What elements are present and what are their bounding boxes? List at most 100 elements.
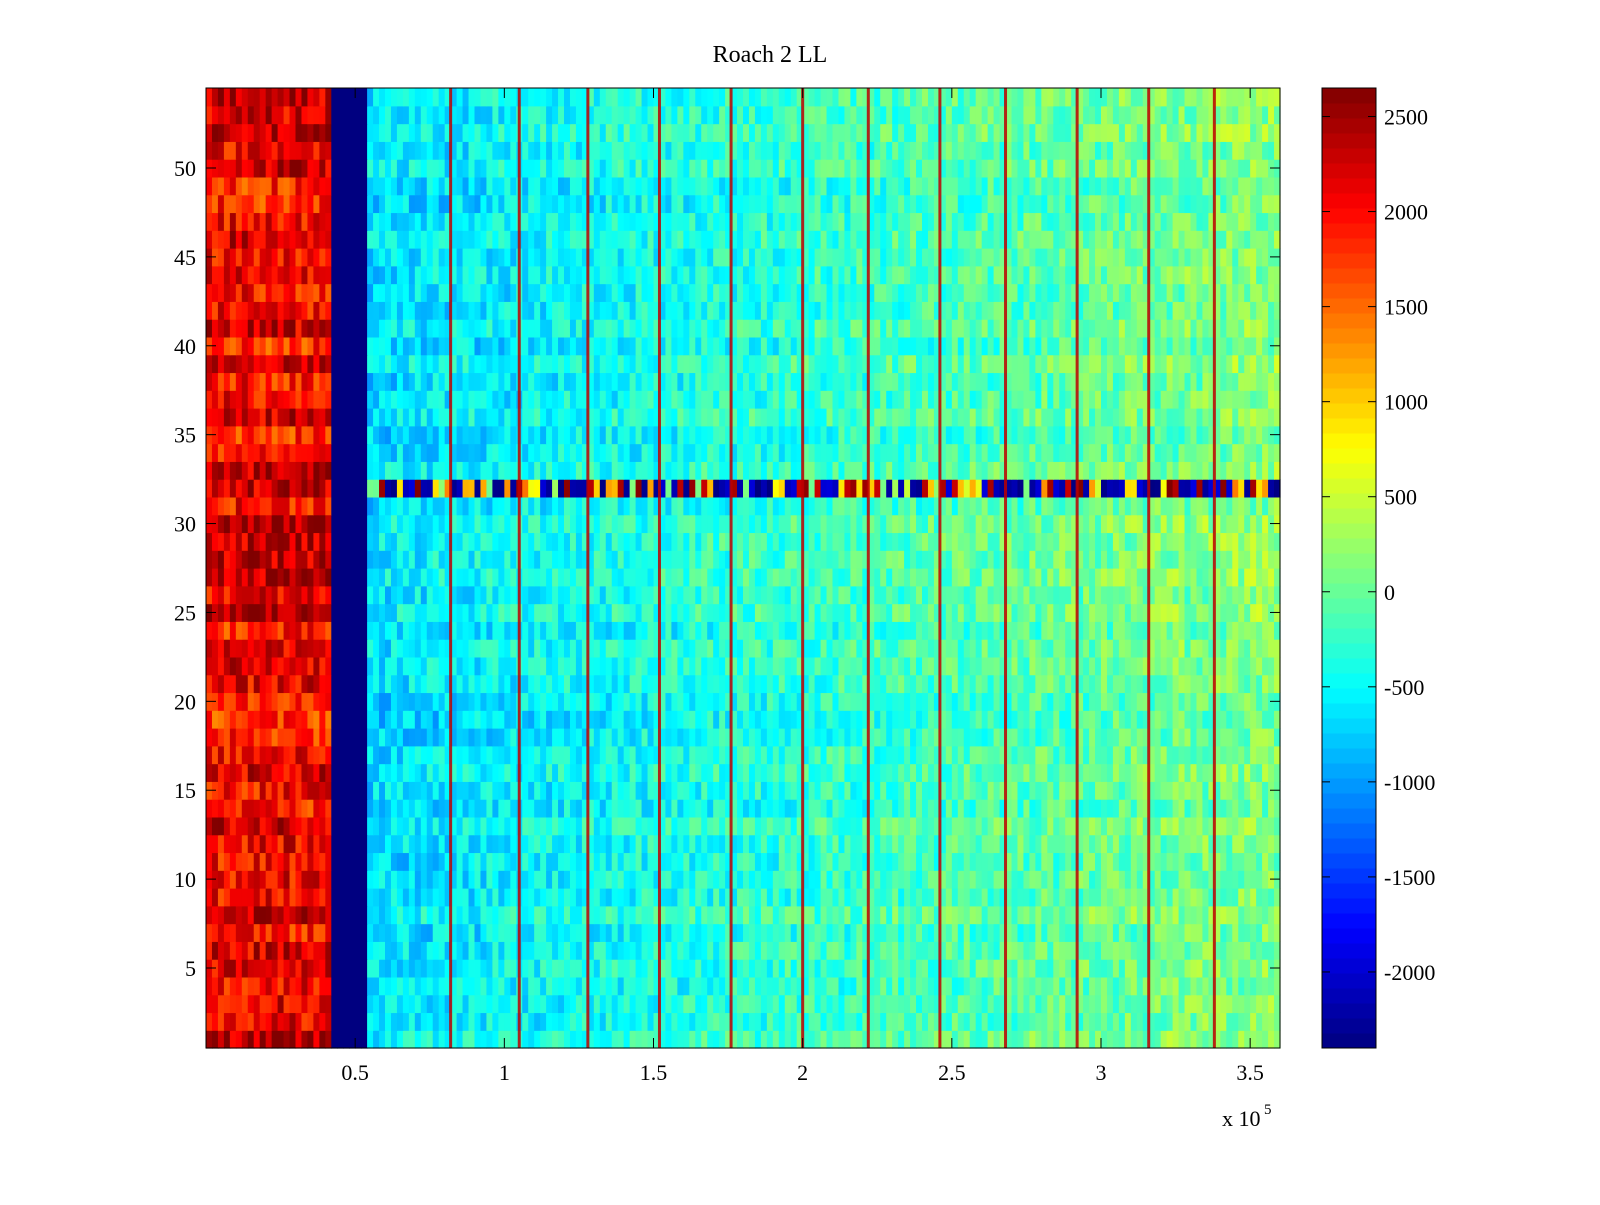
heatmap-cell <box>737 905 744 925</box>
heatmap-cell <box>945 656 953 676</box>
heatmap-cell <box>253 550 261 569</box>
heatmap-cell <box>927 656 935 676</box>
heatmap-cell <box>325 763 332 782</box>
heatmap-cell <box>981 834 989 854</box>
heatmap-cell <box>1184 639 1192 658</box>
heatmap-cell <box>707 905 714 925</box>
heatmap-cell <box>939 799 947 818</box>
heatmap-cell <box>1166 834 1174 854</box>
heatmap-cell <box>301 834 309 854</box>
heatmap-cell <box>981 710 989 729</box>
heatmap-cell <box>1124 639 1132 658</box>
heatmap-cell <box>414 781 422 800</box>
heatmap-cell <box>599 674 607 694</box>
heatmap-cell <box>426 710 434 729</box>
heatmap-cell <box>987 710 995 729</box>
heatmap-cell <box>629 888 637 907</box>
heatmap-cell <box>498 656 505 676</box>
heatmap-cell <box>945 621 953 640</box>
heatmap-cell <box>462 816 470 836</box>
heatmap-cell <box>605 745 613 765</box>
heatmap-cell <box>1077 816 1084 836</box>
heatmap-cell <box>1047 710 1054 729</box>
heatmap-cell <box>1190 870 1198 889</box>
heatmap-cell <box>1071 692 1078 711</box>
heatmap-cell <box>253 1030 261 1049</box>
heatmap-cell <box>1262 745 1269 765</box>
heatmap-cell <box>743 692 750 711</box>
heatmap-cell <box>904 674 911 694</box>
heatmap-cell <box>701 656 708 676</box>
heatmap-cell <box>868 585 875 605</box>
heatmap-cell <box>1017 763 1025 782</box>
heatmap-cell <box>1083 923 1090 942</box>
heatmap-cell <box>1220 745 1227 765</box>
heatmap-cell <box>593 585 601 605</box>
heatmap-cell <box>647 710 655 729</box>
heatmap-cell <box>1238 994 1245 1014</box>
heatmap-cell <box>1250 692 1257 711</box>
heatmap-cell <box>1238 852 1245 871</box>
heatmap-cell <box>390 816 398 836</box>
heatmap-cell <box>564 888 571 907</box>
heatmap-cell <box>933 674 941 694</box>
heatmap-cell <box>683 745 690 765</box>
heatmap-cell <box>331 941 338 960</box>
heatmap-cell <box>671 941 678 960</box>
heatmap-cell <box>939 639 947 658</box>
heatmap-cell <box>999 656 1007 676</box>
heatmap-cell <box>253 994 261 1014</box>
heatmap-cell <box>1262 763 1269 782</box>
heatmap-cell <box>790 941 798 960</box>
heatmap-cell <box>492 852 499 871</box>
heatmap-cell <box>1178 603 1186 622</box>
heatmap-cell <box>689 710 696 729</box>
heatmap-cell <box>414 870 422 889</box>
heatmap-cell <box>778 550 786 569</box>
heatmap-cell <box>1101 941 1108 960</box>
heatmap-cell <box>766 799 774 818</box>
heatmap-cell <box>916 888 923 907</box>
heatmap-cell <box>408 621 416 640</box>
heatmap-cell <box>229 816 237 836</box>
heatmap-cell <box>1035 568 1042 587</box>
heatmap-cell <box>1011 834 1019 854</box>
heatmap-cell <box>868 816 875 836</box>
heatmap-cell <box>498 745 505 765</box>
heatmap-cell <box>635 799 643 818</box>
heatmap-cell <box>1077 959 1084 978</box>
heatmap-cell <box>462 799 470 818</box>
heatmap-cell <box>814 728 822 747</box>
heatmap-cell <box>790 585 798 605</box>
heatmap-cell <box>1112 941 1120 960</box>
heatmap-cell <box>862 799 869 818</box>
heatmap-cell <box>653 976 661 996</box>
heatmap-cell <box>552 692 559 711</box>
heatmap-cell <box>790 763 798 782</box>
heatmap-cell <box>319 852 326 871</box>
heatmap-cell <box>927 852 935 871</box>
heatmap-cell <box>719 621 726 640</box>
heatmap-cell <box>277 745 285 765</box>
heatmap-cell <box>355 781 362 800</box>
heatmap-cell <box>1124 568 1132 587</box>
heatmap-cell <box>1112 745 1120 765</box>
heatmap-cell <box>1106 745 1114 765</box>
heatmap-cell <box>1053 852 1060 871</box>
heatmap-cell <box>486 692 493 711</box>
heatmap-cell <box>892 941 899 960</box>
heatmap-cell <box>1059 1012 1066 1031</box>
heatmap-cell <box>1190 585 1198 605</box>
heatmap-cell <box>748 834 756 854</box>
heatmap-cell <box>999 1012 1007 1031</box>
heatmap-cell <box>1142 959 1150 978</box>
heatmap-cell <box>587 994 595 1014</box>
heatmap-cell <box>904 550 911 569</box>
heatmap-cell <box>892 959 899 978</box>
heatmap-cell <box>599 621 607 640</box>
heatmap-cell <box>820 1030 828 1049</box>
heatmap-cell <box>438 799 446 818</box>
heatmap-cell <box>1196 799 1204 818</box>
heatmap-cell <box>1065 621 1072 640</box>
heatmap-cell <box>295 870 303 889</box>
